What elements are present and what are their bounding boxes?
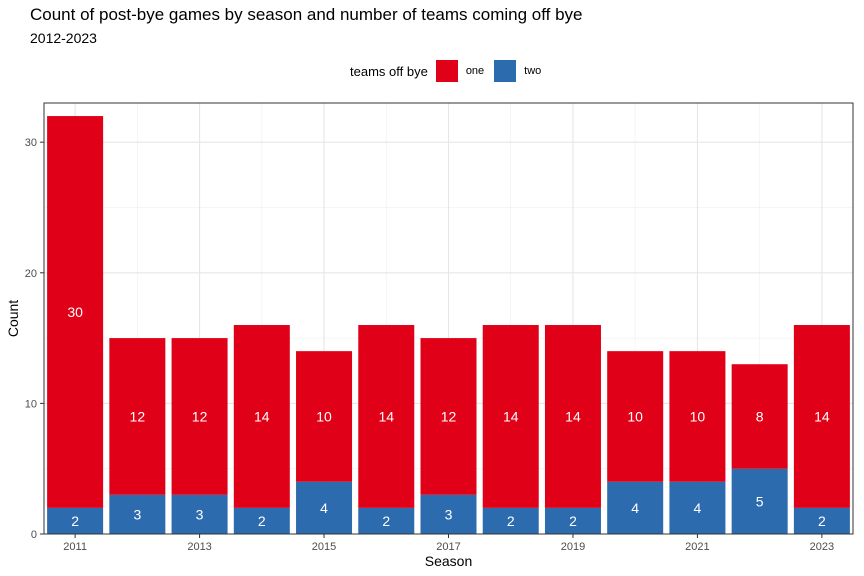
bar-two-2020 — [607, 481, 664, 534]
data-label-one-2014: 14 — [254, 408, 270, 424]
data-label-one-2021: 10 — [690, 408, 706, 424]
data-label-one-2020: 10 — [627, 408, 643, 424]
bar-two-2021 — [669, 481, 726, 534]
data-label-two-2022: 5 — [756, 493, 764, 509]
data-label-two-2016: 2 — [382, 513, 390, 529]
data-label-one-2012: 12 — [130, 408, 146, 424]
bar-two-2023 — [793, 507, 850, 534]
data-label-two-2018: 2 — [507, 513, 515, 529]
x-tick-label: 2017 — [436, 541, 460, 553]
bar-two-2019 — [544, 507, 601, 534]
data-label-one-2022: 8 — [756, 408, 764, 424]
x-tick-label: 2021 — [685, 541, 709, 553]
bar-two-2017 — [420, 494, 477, 534]
data-label-one-2019: 14 — [565, 408, 581, 424]
bar-one-2015 — [296, 351, 353, 482]
x-tick-label: 2011 — [63, 541, 87, 553]
bar-one-2018 — [482, 325, 539, 508]
data-label-one-2016: 14 — [378, 408, 394, 424]
bar-one-2014 — [233, 325, 290, 508]
y-tick-label: 0 — [31, 529, 37, 541]
data-label-one-2015: 10 — [316, 408, 332, 424]
bar-two-2018 — [482, 507, 539, 534]
bar-two-2015 — [296, 481, 353, 534]
data-label-one-2018: 14 — [503, 408, 519, 424]
bar-two-2022 — [731, 468, 788, 534]
bar-two-2016 — [358, 507, 415, 534]
x-tick-label: 2013 — [187, 541, 211, 553]
data-label-two-2011: 2 — [71, 513, 79, 529]
data-label-one-2017: 12 — [441, 408, 457, 424]
bar-one-2017 — [420, 338, 477, 495]
bar-one-2022 — [731, 364, 788, 469]
data-label-two-2012: 3 — [133, 506, 141, 522]
y-tick-label: 20 — [25, 268, 37, 280]
x-axis-title: Season — [425, 553, 472, 569]
legend-label-two: two — [524, 65, 542, 77]
data-label-two-2017: 3 — [445, 506, 453, 522]
legend-title: teams off bye — [350, 63, 428, 79]
legend: teams off bye one two — [350, 59, 551, 83]
y-axis-title: Count — [5, 300, 21, 337]
bar-one-2021 — [669, 351, 726, 482]
chart-subtitle: 2012-2023 — [30, 30, 97, 46]
data-label-two-2023: 2 — [818, 513, 826, 529]
data-label-one-2011: 30 — [67, 304, 83, 320]
x-tick-label: 2015 — [312, 541, 336, 553]
bar-two-2012 — [109, 494, 166, 534]
legend-key-one — [435, 60, 458, 82]
bar-two-2014 — [233, 507, 290, 534]
y-tick-label: 10 — [25, 398, 37, 410]
data-label-two-2015: 4 — [320, 500, 328, 516]
bar-two-2011 — [47, 507, 104, 534]
chart-title: Count of post-bye games by season and nu… — [30, 5, 583, 24]
data-label-one-2013: 12 — [192, 408, 208, 424]
x-tick-label: 2019 — [561, 541, 585, 553]
data-label-two-2014: 2 — [258, 513, 266, 529]
bar-one-2023 — [793, 325, 850, 508]
data-label-two-2020: 4 — [631, 500, 639, 516]
bar-one-2012 — [109, 338, 166, 495]
y-tick-label: 30 — [25, 137, 37, 149]
data-label-two-2021: 4 — [694, 500, 702, 516]
x-tick-label: 2023 — [810, 541, 834, 553]
bar-one-2020 — [607, 351, 664, 482]
legend-label-one: one — [465, 65, 485, 77]
bar-two-2013 — [171, 494, 228, 534]
data-label-one-2023: 14 — [814, 408, 830, 424]
bar-one-2016 — [358, 325, 415, 508]
bar-one-2019 — [544, 325, 601, 508]
legend-key-two — [494, 60, 517, 82]
data-label-two-2019: 2 — [569, 513, 577, 529]
bar-one-2013 — [171, 338, 228, 495]
data-label-two-2013: 3 — [196, 506, 204, 522]
bar-one-2011 — [47, 116, 104, 508]
